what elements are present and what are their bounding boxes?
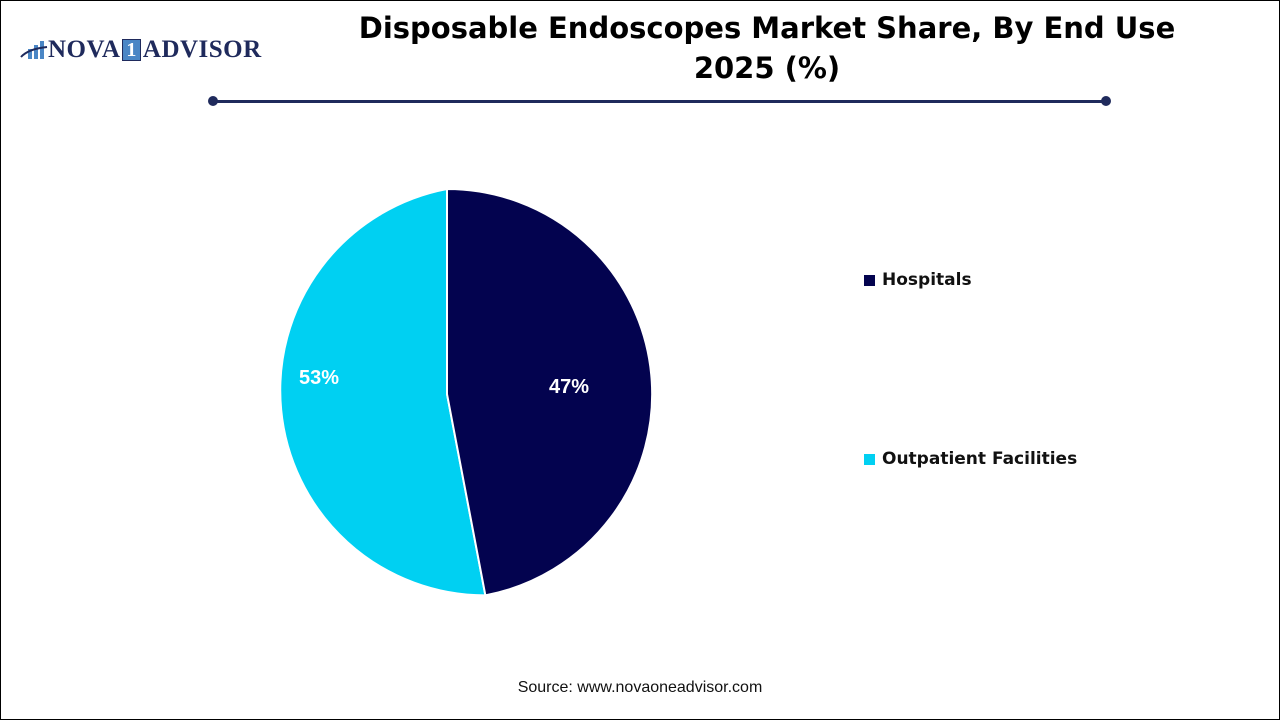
legend-swatch-outpatient-icon bbox=[864, 453, 875, 465]
slice-outpatient-facilities[interactable] bbox=[279, 187, 487, 597]
label-hospitals: 47% bbox=[549, 376, 590, 398]
bar-chart-logo-icon bbox=[20, 41, 48, 59]
legend-label: Outpatient Facilities bbox=[882, 449, 1078, 469]
legend-item-outpatient[interactable]: Outpatient Facilities bbox=[864, 449, 1077, 469]
logo-prefix: NOVA bbox=[48, 36, 121, 63]
divider-dot-right bbox=[1101, 96, 1111, 106]
legend-item-hospitals[interactable]: Hospitals bbox=[864, 270, 972, 290]
logo-box: 1 bbox=[122, 39, 141, 61]
logo-suffix: ADVISOR bbox=[142, 36, 262, 63]
legend-swatch-hospitals-icon bbox=[864, 274, 875, 286]
logo: NOVA 1 ADVISOR bbox=[20, 36, 262, 64]
divider-dot-left bbox=[208, 96, 218, 106]
title-line-2: 2025 (%) bbox=[693, 51, 841, 85]
title-line-1: Disposable Endoscopes Market Share, By E… bbox=[358, 11, 1176, 45]
label-outpatient: 53% bbox=[299, 367, 340, 389]
title-divider bbox=[213, 100, 1106, 103]
legend-label: Hospitals bbox=[882, 270, 972, 290]
source-note: Source: www.novaoneadvisor.com bbox=[517, 679, 763, 696]
slice-hospitals[interactable] bbox=[446, 187, 654, 597]
chart-title: Disposable Endoscopes Market Share, By E… bbox=[300, 8, 1234, 88]
